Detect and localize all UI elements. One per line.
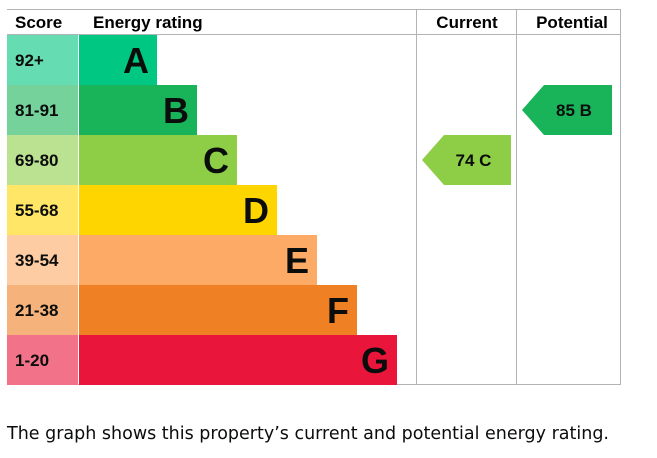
score-cell-e	[7, 235, 78, 285]
score-label-d: 55-68	[15, 201, 58, 220]
band-letter-b: B	[163, 90, 189, 131]
current-arrow	[422, 135, 511, 185]
potential-arrow	[522, 85, 612, 135]
potential-header: Potential	[536, 13, 608, 32]
band-letter-d: D	[243, 190, 269, 231]
band-bar-a	[79, 35, 157, 85]
score-label-f: 21-38	[15, 301, 58, 320]
score-header: Score	[15, 13, 62, 32]
current-header: Current	[436, 13, 498, 32]
band-bar-g	[79, 335, 397, 385]
header-row: Score Energy rating Current Potential	[15, 13, 608, 32]
score-label-c: 69-80	[15, 151, 58, 170]
score-label-a: 92+	[15, 51, 44, 70]
potential-rating-label: 85 B	[556, 101, 592, 120]
score-label-e: 39-54	[15, 251, 59, 270]
band-bar-f	[79, 285, 357, 335]
band-bar-b	[79, 85, 197, 135]
band-letter-e: E	[285, 240, 309, 281]
band-bar-d	[79, 185, 277, 235]
band-bar-e	[79, 235, 317, 285]
score-cell-c	[7, 135, 78, 185]
score-label-g: 1-20	[15, 351, 49, 370]
chart-caption: The graph shows this property’s current …	[7, 424, 609, 444]
current-rating-label: 74 C	[456, 151, 492, 170]
band-letter-a: A	[123, 40, 149, 81]
band-letter-c: C	[203, 140, 229, 181]
band-letter-g: G	[361, 340, 389, 381]
rating-header: Energy rating	[93, 13, 203, 32]
band-letter-f: F	[327, 290, 349, 331]
score-cell-b	[7, 85, 78, 135]
band-bar-c	[79, 135, 237, 185]
score-cell-d	[7, 185, 78, 235]
score-label-b: 81-91	[15, 101, 58, 120]
rating-bands: 92+ A 81-91 B 69-80 C 55-68 D 39-54 E 21-38 F 1-20 G	[7, 35, 397, 385]
rating-arrows: 74 C 85 B	[422, 85, 612, 185]
score-cell-a	[7, 35, 78, 85]
score-cell-g	[7, 335, 78, 385]
score-cell-f	[7, 285, 78, 335]
